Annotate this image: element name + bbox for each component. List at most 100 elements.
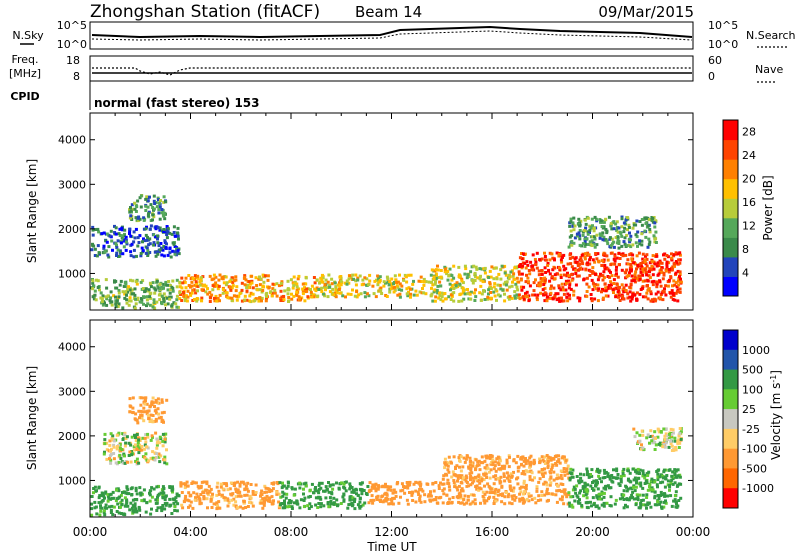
velocity-mark bbox=[340, 481, 344, 485]
power-mark bbox=[601, 274, 605, 278]
velocity-mark bbox=[94, 489, 98, 493]
velocity-mark bbox=[394, 490, 398, 494]
velocity-mark bbox=[565, 492, 569, 496]
power-mark bbox=[162, 254, 166, 258]
power-mark bbox=[130, 288, 134, 292]
velocity-mark bbox=[457, 500, 461, 504]
power-mark bbox=[248, 294, 252, 298]
power-mark bbox=[636, 244, 639, 248]
velocity-mark bbox=[322, 489, 325, 493]
power-mark bbox=[659, 261, 662, 265]
power-mark bbox=[282, 298, 286, 302]
velocity-mark bbox=[136, 436, 140, 440]
power-mark bbox=[640, 232, 644, 236]
velocity-mark bbox=[655, 483, 659, 487]
power-mark bbox=[373, 279, 377, 283]
velocity-mark bbox=[295, 502, 299, 506]
velocity-mark bbox=[451, 496, 455, 499]
velocity-mark bbox=[666, 494, 669, 498]
power-mark bbox=[604, 286, 608, 290]
power-mark bbox=[624, 283, 628, 287]
velocity-mark bbox=[189, 500, 193, 504]
power-mark bbox=[612, 220, 616, 224]
power-mark bbox=[569, 220, 573, 224]
power-mark bbox=[473, 271, 477, 275]
power-mark bbox=[628, 285, 632, 289]
velocity-mark bbox=[153, 458, 157, 462]
power-mark bbox=[483, 298, 487, 301]
power-mark bbox=[142, 216, 146, 220]
power-mark bbox=[647, 243, 651, 247]
power-mark bbox=[602, 235, 606, 239]
power-mark bbox=[478, 291, 482, 295]
velocity-mark bbox=[650, 439, 654, 443]
velocity-mark bbox=[655, 503, 659, 507]
power-mark bbox=[518, 256, 522, 260]
velocity-mark bbox=[164, 503, 168, 507]
velocity-mark bbox=[669, 427, 673, 431]
power-mark bbox=[628, 231, 631, 235]
power-mark bbox=[154, 254, 158, 258]
velocity-mark bbox=[212, 502, 216, 506]
velocity-mark bbox=[317, 487, 321, 491]
power-mark bbox=[570, 278, 574, 282]
power-mark bbox=[115, 254, 118, 257]
power-mark bbox=[283, 289, 287, 293]
velocity-mark bbox=[602, 495, 606, 499]
velocity-mark bbox=[445, 473, 449, 477]
power-mark bbox=[386, 277, 390, 281]
power-mark bbox=[567, 274, 571, 278]
power-mark bbox=[132, 255, 136, 259]
velocity-mark bbox=[344, 480, 348, 484]
power-mark bbox=[105, 303, 109, 307]
velocity-mark bbox=[148, 493, 152, 497]
velocity-mark bbox=[632, 485, 635, 489]
power-mark bbox=[609, 224, 613, 228]
power-mark bbox=[518, 297, 522, 301]
velocity-mark bbox=[185, 484, 189, 488]
velocity-mark bbox=[109, 461, 113, 465]
power-mark bbox=[568, 253, 572, 257]
noise-search-label: N.Search bbox=[746, 29, 796, 42]
velocity-mark bbox=[109, 452, 113, 456]
velocity-mark bbox=[353, 500, 356, 503]
velocity-mark bbox=[302, 492, 305, 496]
velocity-mark bbox=[219, 482, 223, 486]
velocity-mark bbox=[102, 509, 106, 513]
power-mark bbox=[166, 253, 170, 257]
power-mark bbox=[510, 296, 514, 300]
velocity-mark bbox=[246, 505, 250, 508]
power-mark bbox=[667, 270, 671, 274]
velocity-mark bbox=[641, 474, 645, 478]
velocity-mark bbox=[573, 499, 577, 503]
velocity-mark bbox=[514, 496, 518, 499]
power-mark bbox=[628, 295, 632, 299]
power-mark bbox=[607, 215, 611, 219]
velocity-mark bbox=[320, 481, 324, 485]
power-mark bbox=[168, 295, 172, 299]
power-mark bbox=[593, 260, 597, 264]
power-mark bbox=[564, 281, 568, 285]
velocity-mark bbox=[149, 413, 153, 417]
power-mark bbox=[475, 267, 479, 271]
power-mark bbox=[273, 291, 277, 295]
power-mark bbox=[180, 276, 184, 280]
power-mark bbox=[412, 279, 415, 283]
velocity-mark bbox=[602, 486, 606, 490]
power-mark bbox=[648, 267, 652, 271]
power-mark bbox=[149, 285, 153, 289]
power-mark bbox=[387, 283, 391, 287]
power-mark bbox=[243, 298, 247, 302]
power-mark bbox=[512, 272, 516, 276]
velocity-mark bbox=[295, 500, 299, 504]
power-mark bbox=[645, 253, 649, 257]
velocity-mark bbox=[389, 502, 393, 506]
power-mark bbox=[235, 298, 239, 302]
power-mark bbox=[157, 208, 161, 212]
power-mark bbox=[376, 274, 380, 278]
velocity-mark bbox=[499, 467, 503, 471]
power-mark bbox=[312, 293, 316, 297]
velocity-mark bbox=[565, 495, 569, 499]
power-mark bbox=[148, 281, 152, 285]
power-mark bbox=[656, 261, 660, 265]
